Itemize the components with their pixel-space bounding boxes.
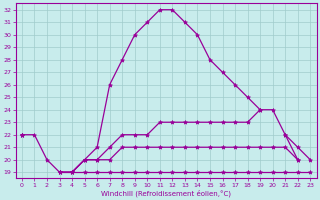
X-axis label: Windchill (Refroidissement éolien,°C): Windchill (Refroidissement éolien,°C) (101, 189, 231, 197)
